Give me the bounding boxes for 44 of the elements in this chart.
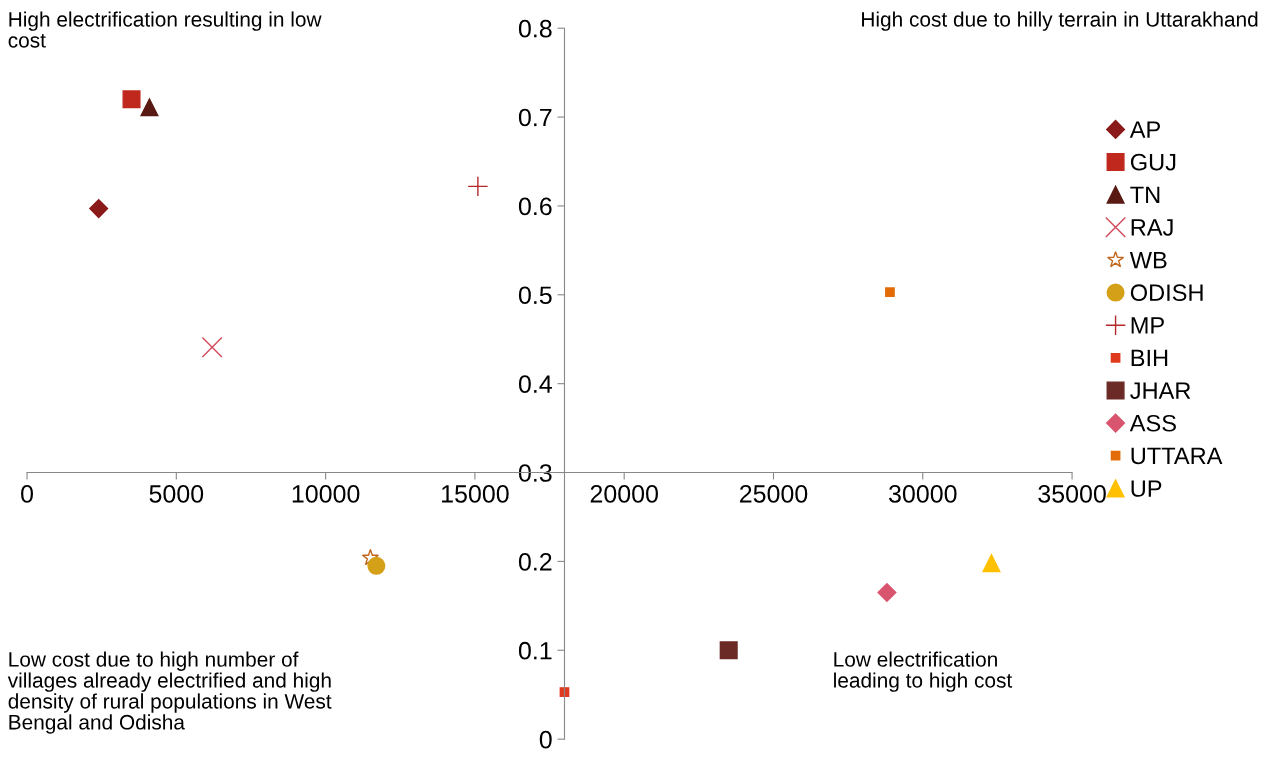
x-tick-label: 25000 [739,485,808,503]
x-tick-label: 30000 [888,485,957,503]
x-tick-label: 0 [21,485,33,503]
legend-label: MP [1131,317,1164,334]
y-tick-label: 0.7 [518,108,552,127]
y-tick-label: 0.4 [518,375,552,393]
y-tick-label: 0.6 [518,197,552,216]
legend-label: AP [1129,121,1160,138]
legend-label: WB [1129,251,1167,269]
y-tick-label: 0.3 [518,464,552,482]
y-tick-label: 0.8 [518,19,552,38]
legend-label: UTTARA [1131,447,1223,465]
annotation: High electrification resulting in low cost [8,11,322,48]
legend-label: UP [1131,480,1162,497]
x-tick-label: 35000 [1038,485,1106,503]
point [467,175,489,197]
legend-label: ASS [1129,414,1176,432]
y-tick-label: 0 [539,730,552,749]
point [201,336,223,358]
y-tick-label: 0.5 [518,286,552,305]
annotation: Low electrification leading to high cost [834,651,1013,692]
legend-label: RAJ [1131,219,1173,236]
x-tick-label: 20000 [590,485,658,503]
point [877,582,897,603]
annotation: High cost due to hilly terrain in Uttarakhand [862,11,1258,31]
x-tick-label: 5000 [149,485,204,503]
y-tick-label: 0.1 [518,641,552,660]
point [982,554,1001,573]
x-tick-label: 15000 [442,485,509,503]
legend-label: TN [1130,186,1160,203]
point [122,90,141,109]
legend-label: JHAR [1130,382,1191,399]
legend-label: BIH [1131,349,1168,367]
point [885,287,895,297]
legend-label: GUJ [1130,153,1176,171]
point [719,641,738,660]
point [140,98,159,117]
point [367,556,386,575]
legend-label: ODISH [1130,284,1203,302]
point [361,548,380,566]
y-tick-label: 0.2 [518,553,552,571]
x-tick-label: 10000 [292,485,360,503]
point [89,199,109,219]
annotation: Low cost due to high number of villages already electrified and high density of rural populations in West Bengal and Odisha [7,651,332,734]
